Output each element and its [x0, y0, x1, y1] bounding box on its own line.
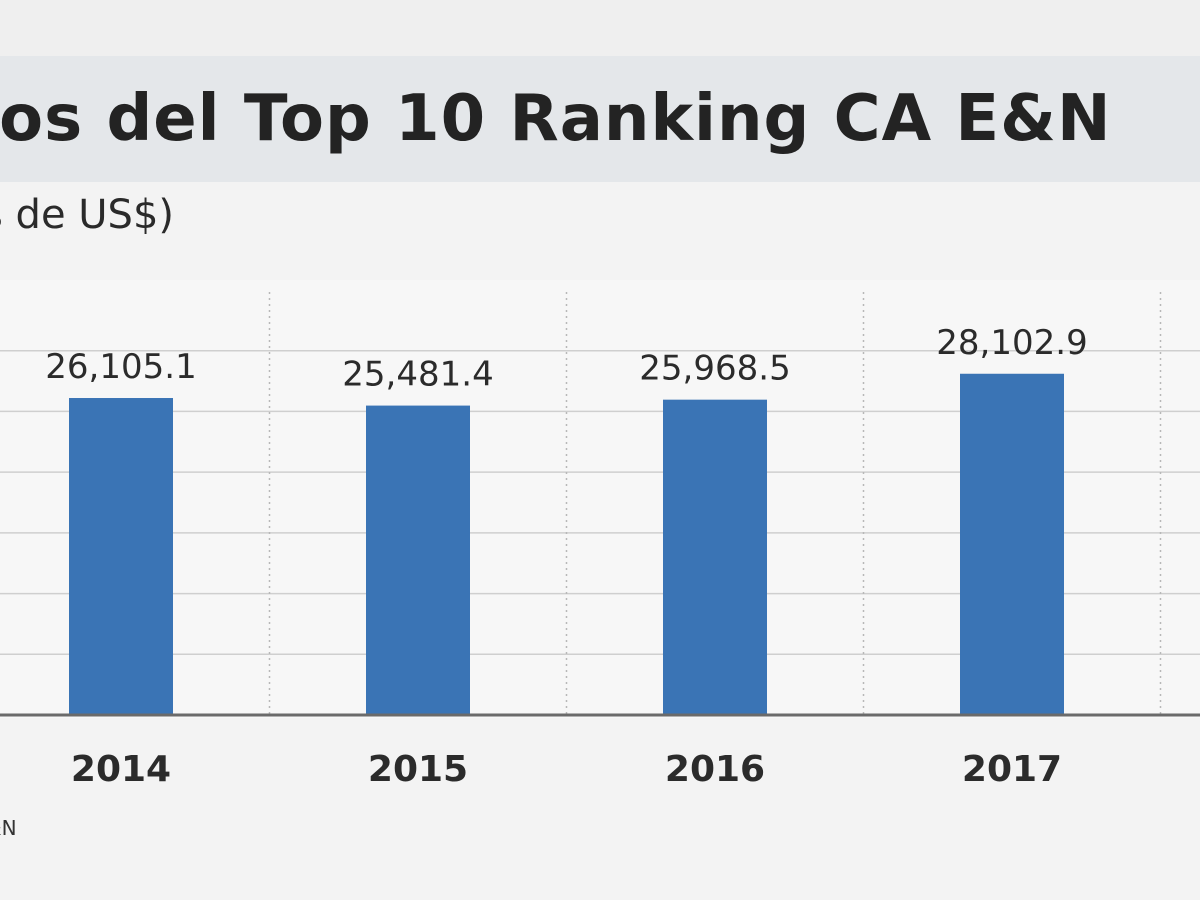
category-label-2014: 2014 [71, 749, 171, 790]
source-note: &N [0, 816, 17, 846]
bar-2017 [960, 373, 1064, 715]
category-label-2016: 2016 [665, 749, 765, 790]
bar-2016 [663, 399, 767, 715]
value-label-2014: 26,105.1 [45, 347, 196, 387]
bar-2015 [366, 405, 470, 715]
top-strip [0, 0, 1200, 56]
chart-subtitle: s de US$) [0, 192, 174, 238]
category-label-2015: 2015 [368, 749, 468, 790]
category-label-2017: 2017 [962, 749, 1062, 790]
bar-2014 [69, 398, 173, 715]
chart-title: sos del Top 10 Ranking CA E&N [0, 82, 1112, 156]
value-label-2015: 25,481.4 [342, 355, 493, 395]
value-label-2017: 28,102.9 [936, 323, 1087, 363]
value-label-2016: 25,968.5 [639, 349, 790, 389]
source-text: &N [0, 816, 17, 840]
title-band [0, 56, 1200, 182]
